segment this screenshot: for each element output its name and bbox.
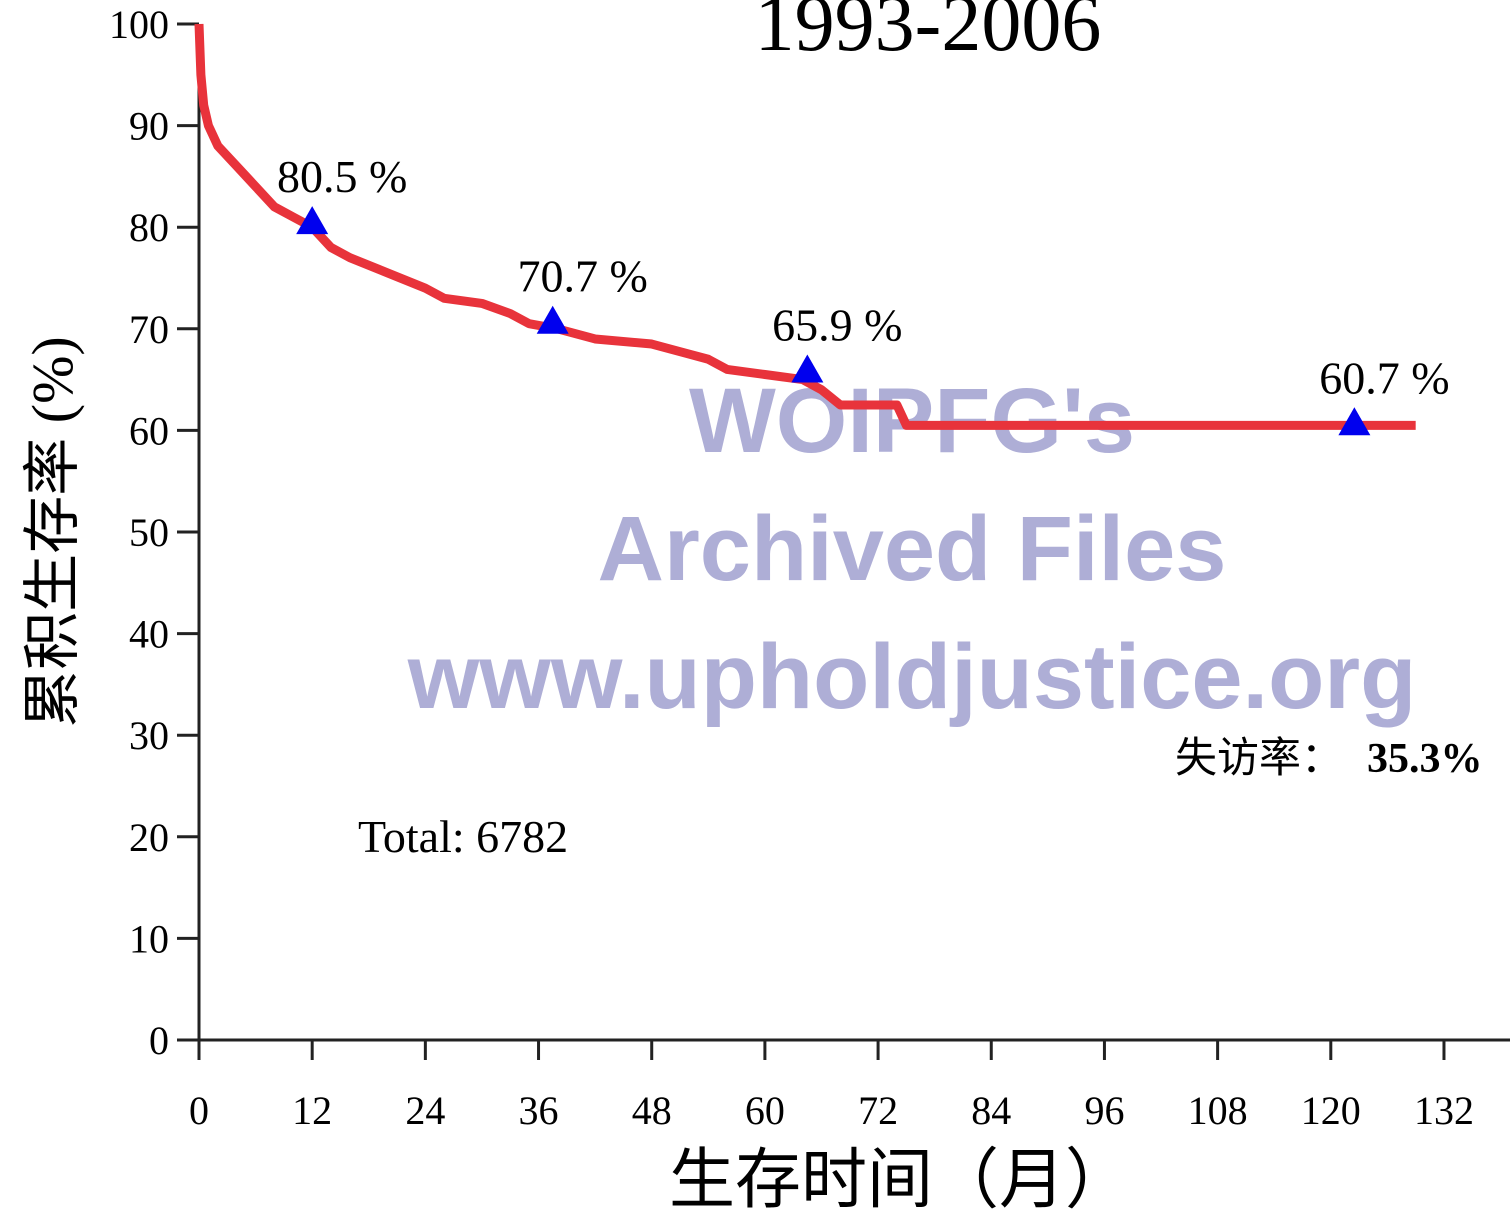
x-tick-label: 0 xyxy=(189,1088,209,1133)
x-tick-label: 120 xyxy=(1301,1088,1361,1133)
x-axis-label: 生存时间（月） xyxy=(669,1144,1131,1212)
x-tick-label: 84 xyxy=(971,1088,1011,1133)
marker xyxy=(791,354,824,383)
x-tick-label: 48 xyxy=(632,1088,672,1133)
marker xyxy=(1338,407,1371,436)
y-tick-label: 50 xyxy=(129,510,169,555)
marker xyxy=(536,305,569,334)
x-tick-label: 72 xyxy=(858,1088,898,1133)
total-annotation: Total: 6782 xyxy=(358,811,568,862)
y-tick-label: 100 xyxy=(109,2,169,47)
y-tick-label: 90 xyxy=(129,104,169,149)
y-tick-label: 60 xyxy=(129,408,169,453)
marker xyxy=(296,206,329,235)
loss-value: 35.3% xyxy=(1367,736,1483,782)
x-tick-label: 12 xyxy=(292,1088,332,1133)
chart-title: 1993-2006 xyxy=(755,0,1102,68)
y-tick-label: 10 xyxy=(129,916,169,961)
marker-label: 60.7 % xyxy=(1319,352,1449,403)
x-tick-label: 36 xyxy=(519,1088,559,1133)
loss-label: 失访率： xyxy=(1175,735,1343,782)
y-tick-label: 70 xyxy=(129,307,169,352)
y-tick-label: 20 xyxy=(129,815,169,860)
marker-label: 65.9 % xyxy=(772,299,902,350)
y-tick-label: 0 xyxy=(149,1018,169,1063)
marker-label: 80.5 % xyxy=(277,151,407,202)
y-tick-label: 40 xyxy=(129,612,169,657)
y-tick-label: 80 xyxy=(129,205,169,250)
watermark: www.upholdjustice.org xyxy=(407,626,1417,728)
x-tick-label: 24 xyxy=(405,1088,445,1133)
x-tick-label: 96 xyxy=(1084,1088,1124,1133)
x-tick-label: 60 xyxy=(745,1088,785,1133)
y-tick-label: 30 xyxy=(129,713,169,758)
x-tick-label: 132 xyxy=(1414,1088,1474,1133)
marker-label: 70.7 % xyxy=(518,251,648,302)
x-tick-label: 108 xyxy=(1188,1088,1248,1133)
y-axis-label: 累积生存率 (%) xyxy=(20,336,85,727)
watermark: Archived Files xyxy=(598,498,1227,600)
